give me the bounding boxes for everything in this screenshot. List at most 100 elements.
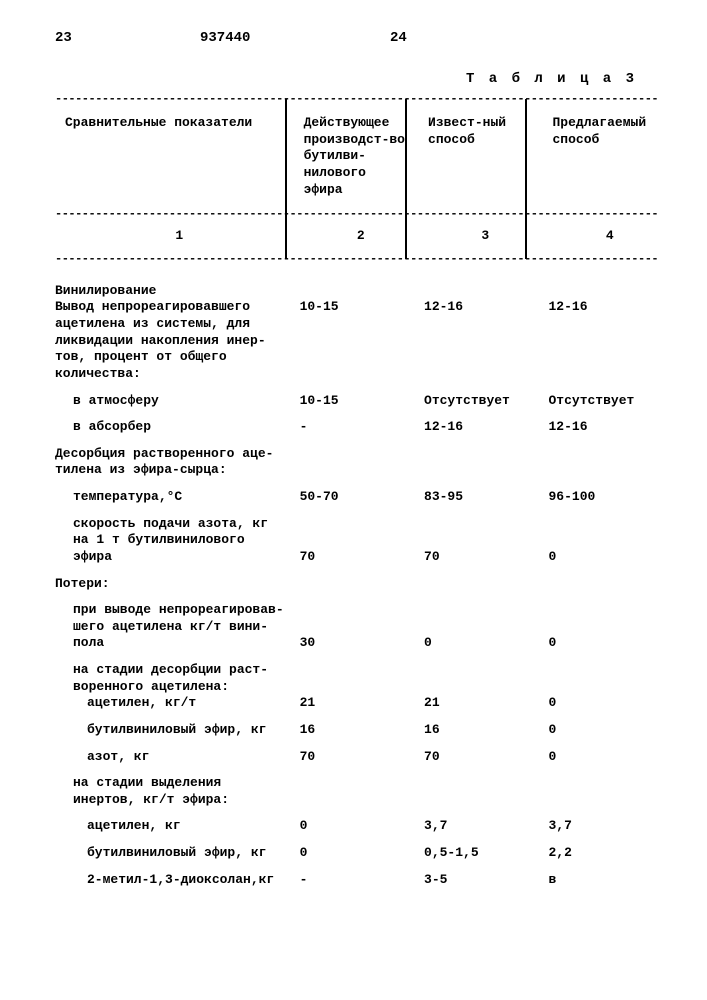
rule-mid1: ----------------------------------------…: [55, 208, 667, 220]
table-row: бутилвиниловый эфир, кг16160: [55, 722, 667, 739]
row-value: 21: [294, 695, 418, 712]
header-numbers: 1 2 3 4: [55, 224, 667, 249]
col-divider-3: [525, 99, 527, 259]
table-row: ацетилен, кг/т21210: [55, 695, 667, 712]
spacer-row: [55, 506, 667, 516]
row-value: [294, 576, 418, 593]
row-value: 0: [543, 749, 668, 766]
table-row: Винилирование: [55, 283, 667, 300]
row-value: 0: [543, 516, 668, 566]
row-value: Отсутствует: [418, 393, 542, 410]
data-table: ВинилированиеВывод непрореагировавшего а…: [55, 283, 667, 889]
page-number-left: 23: [55, 30, 200, 46]
col-divider-1: [285, 99, 287, 259]
spacer-row: [55, 566, 667, 576]
spacer-row: [55, 592, 667, 602]
row-label: при выводе непрореагировав-шего ацетилен…: [55, 602, 294, 652]
spacer-row: [55, 808, 667, 818]
row-value: [294, 662, 418, 695]
rule-top: ----------------------------------------…: [55, 93, 667, 105]
row-value: 70: [418, 749, 542, 766]
rule-mid2: ----------------------------------------…: [55, 253, 667, 265]
row-label: Потери:: [55, 576, 294, 593]
table-row: при выводе непрореагировав-шего ацетилен…: [55, 602, 667, 652]
row-value: [418, 446, 542, 479]
spacer-row: [55, 409, 667, 419]
col-header-2: Извест-ный способ: [418, 109, 542, 204]
table-row: Потери:: [55, 576, 667, 593]
row-value: 10-15: [294, 393, 418, 410]
table-row: бутилвиниловый эфир, кг00,5-1,52,2: [55, 845, 667, 862]
document-number: 937440: [200, 30, 390, 46]
row-value: 2,2: [543, 845, 668, 862]
row-value: [543, 662, 668, 695]
row-value: 3,7: [543, 818, 668, 835]
row-value: 70: [418, 516, 542, 566]
row-value: 0: [543, 722, 668, 739]
row-label: температура,°С: [55, 489, 294, 506]
row-value: 12-16: [543, 419, 668, 436]
row-label: бутилвиниловый эфир, кг: [55, 722, 294, 739]
row-value: [543, 775, 668, 808]
row-label: ацетилен, кг: [55, 818, 294, 835]
row-value: [418, 576, 542, 593]
col-num-2: 3: [418, 224, 542, 249]
spacer-row: [55, 383, 667, 393]
row-value: 21: [418, 695, 542, 712]
row-value: 0: [543, 602, 668, 652]
table-row: на стадии десорбции раст-воренного ацети…: [55, 662, 667, 695]
table-row: на стадии выделения инертов, кг/т эфира:: [55, 775, 667, 808]
row-value: [543, 446, 668, 479]
row-label: Вывод непрореагировавшего ацетилена из с…: [55, 299, 294, 382]
row-value: 70: [294, 516, 418, 566]
spacer-row: [55, 765, 667, 775]
table-row: температура,°С50-7083-9596-100: [55, 489, 667, 506]
row-value: [294, 446, 418, 479]
row-value: [294, 775, 418, 808]
row-value: [418, 283, 542, 300]
table-row: ацетилен, кг03,73,7: [55, 818, 667, 835]
table-row: азот, кг70700: [55, 749, 667, 766]
row-value: 0: [294, 818, 418, 835]
row-value: 30: [294, 602, 418, 652]
page-number-right: 24: [390, 30, 570, 46]
row-value: 83-95: [418, 489, 542, 506]
spacer-row: [55, 862, 667, 872]
row-label: Винилирование: [55, 283, 294, 300]
col-divider-2: [405, 99, 407, 259]
row-label: скорость подачи азота, кг на 1 т бутилви…: [55, 516, 294, 566]
table-row: 2-метил-1,3-диоксолан,кг-3-5в: [55, 872, 667, 889]
spacer-row: [55, 479, 667, 489]
row-value: 96-100: [543, 489, 668, 506]
col-num-1: 2: [294, 224, 418, 249]
table-row: в атмосферу10-15ОтсутствуетОтсутствует: [55, 393, 667, 410]
row-value: 3-5: [418, 872, 542, 889]
table-row: Вывод непрореагировавшего ацетилена из с…: [55, 299, 667, 382]
row-label: азот, кг: [55, 749, 294, 766]
row-value: [418, 662, 542, 695]
row-label: ацетилен, кг/т: [55, 695, 294, 712]
spacer-row: [55, 436, 667, 446]
row-label: в атмосферу: [55, 393, 294, 410]
row-value: 3,7: [418, 818, 542, 835]
row-label: бутилвиниловый эфир, кг: [55, 845, 294, 862]
row-value: 0: [543, 695, 668, 712]
page-header: 23 937440 24: [55, 30, 667, 46]
row-value: [543, 576, 668, 593]
row-value: 16: [294, 722, 418, 739]
table-header-block: ----------------------------------------…: [55, 93, 667, 265]
row-value: 12-16: [543, 299, 668, 382]
row-value: в: [543, 872, 668, 889]
table-row: скорость подачи азота, кг на 1 т бутилви…: [55, 516, 667, 566]
spacer-row: [55, 739, 667, 749]
header-table: Сравнительные показатели Действующее про…: [55, 109, 667, 204]
col-header-0: Сравнительные показатели: [55, 109, 294, 204]
row-value: [294, 283, 418, 300]
col-header-3: Предлагаемый способ: [543, 109, 668, 204]
row-value: -: [294, 419, 418, 436]
row-label: на стадии выделения инертов, кг/т эфира:: [55, 775, 294, 808]
row-value: -: [294, 872, 418, 889]
row-value: [543, 283, 668, 300]
col-num-0: 1: [55, 224, 294, 249]
spacer-row: [55, 712, 667, 722]
